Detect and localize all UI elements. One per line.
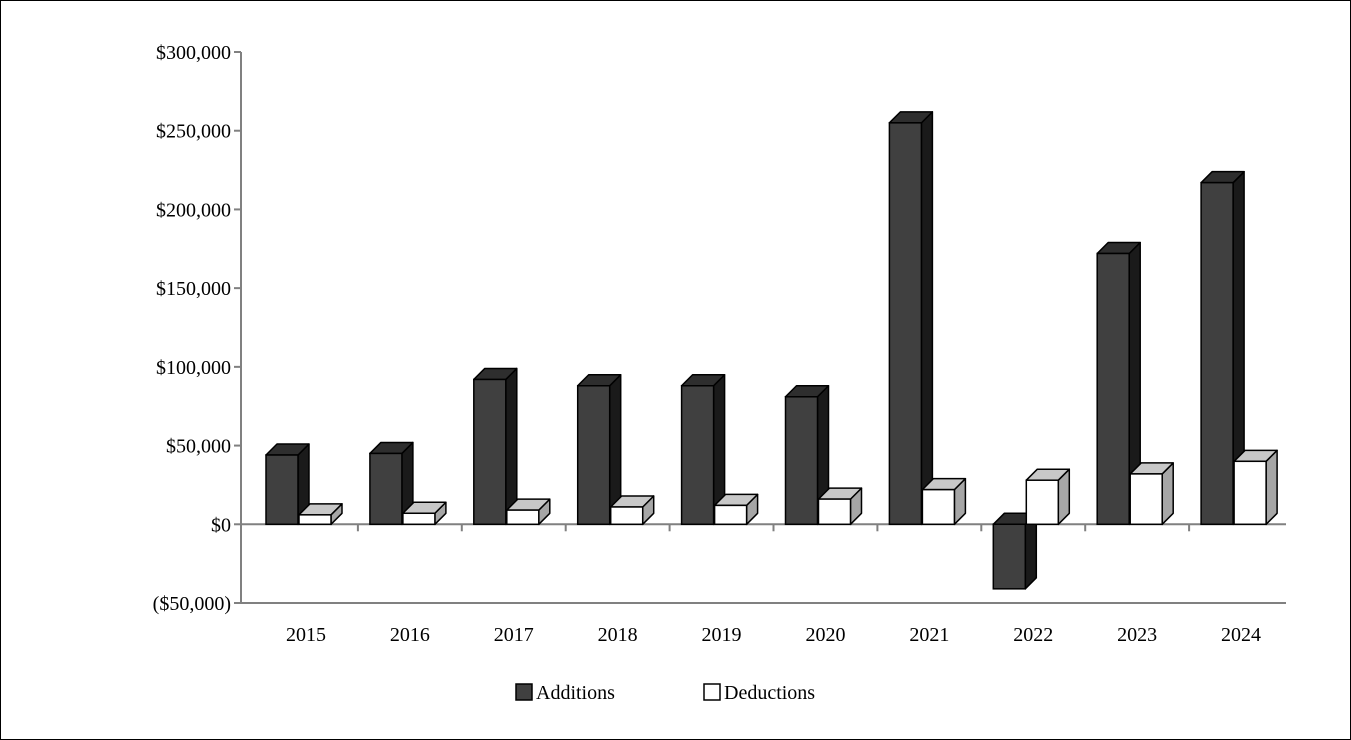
legend-swatch <box>703 683 721 701</box>
legend-label: Deductions <box>724 682 815 704</box>
bar-front <box>576 384 611 526</box>
bar-deductions-2023 <box>1129 462 1174 526</box>
bar-front <box>784 396 819 526</box>
y-tick-label: $200,000 <box>156 199 231 221</box>
bar-front <box>1233 460 1267 526</box>
bar-front <box>817 498 852 526</box>
x-tick-label: 2023 <box>1117 624 1157 646</box>
x-tick-label: 2017 <box>494 624 534 646</box>
x-tick-label: 2022 <box>1013 624 1053 646</box>
bar-additions-2024 <box>1200 170 1245 526</box>
bar-deductions-2016 <box>402 501 447 526</box>
bar-front <box>680 384 715 526</box>
bar-front <box>1025 479 1060 526</box>
bar-deductions-2020 <box>817 487 863 526</box>
bar-front <box>888 122 923 526</box>
bar-additions-2015 <box>265 443 310 526</box>
x-tick-label: 2016 <box>390 624 430 646</box>
bar-deductions-2021 <box>921 477 967 526</box>
bar-deductions-2024 <box>1233 449 1278 526</box>
bar-deductions-2015 <box>298 503 343 526</box>
y-tick-label: ($50,000) <box>153 593 231 615</box>
bar-front <box>713 504 748 526</box>
bar-additions-2019 <box>680 373 726 526</box>
bar-front <box>473 378 507 526</box>
x-tick-label: 2018 <box>598 624 638 646</box>
x-tick-label: 2021 <box>909 624 949 646</box>
x-tick-label: 2020 <box>805 624 845 646</box>
bar-deductions-2019 <box>713 493 759 526</box>
bar-side <box>920 111 934 526</box>
bar-front <box>609 506 644 526</box>
bar-additions-2022 <box>992 512 1038 590</box>
legend-swatch <box>515 683 533 701</box>
bar-additions-2021 <box>888 111 934 526</box>
x-tick-label: 2015 <box>286 624 326 646</box>
bar-additions-2017 <box>473 367 518 526</box>
bar-front <box>506 509 540 526</box>
bar-additions-2018 <box>576 373 622 526</box>
bar-front <box>369 452 403 526</box>
y-tick-label: $100,000 <box>156 357 231 379</box>
bar-front <box>298 514 332 526</box>
bar-front <box>992 523 1027 590</box>
bar-deductions-2017 <box>506 498 551 526</box>
bar-front <box>921 488 956 526</box>
bar-front <box>1200 181 1234 526</box>
x-tick-label: 2019 <box>702 624 742 646</box>
bar-front <box>1129 473 1163 526</box>
y-tick-label: $250,000 <box>156 121 231 143</box>
bar-side <box>1265 449 1278 526</box>
x-tick-label: 2024 <box>1221 624 1261 646</box>
legend: Additions Deductions <box>515 682 815 704</box>
bar-additions-2020 <box>784 385 830 526</box>
bar-deductions-2018 <box>609 495 655 526</box>
bar-additions-2023 <box>1096 241 1141 526</box>
y-tick-label: $50,000 <box>166 436 231 458</box>
y-tick-label: $0 <box>211 514 231 536</box>
bar-additions-2016 <box>369 441 414 526</box>
bars <box>265 111 1278 590</box>
legend-label: Additions <box>536 682 615 704</box>
bar-deductions-2022 <box>1025 468 1071 526</box>
y-tick-label: $300,000 <box>156 42 231 64</box>
y-tick-label: $150,000 <box>156 278 231 300</box>
bar-front <box>402 512 436 526</box>
tick-labels: ($50,000) $0 $50,000 $100,000 $150,000 $200,0… <box>153 42 1261 646</box>
bar-front <box>1096 252 1130 526</box>
bar-front <box>265 454 299 526</box>
